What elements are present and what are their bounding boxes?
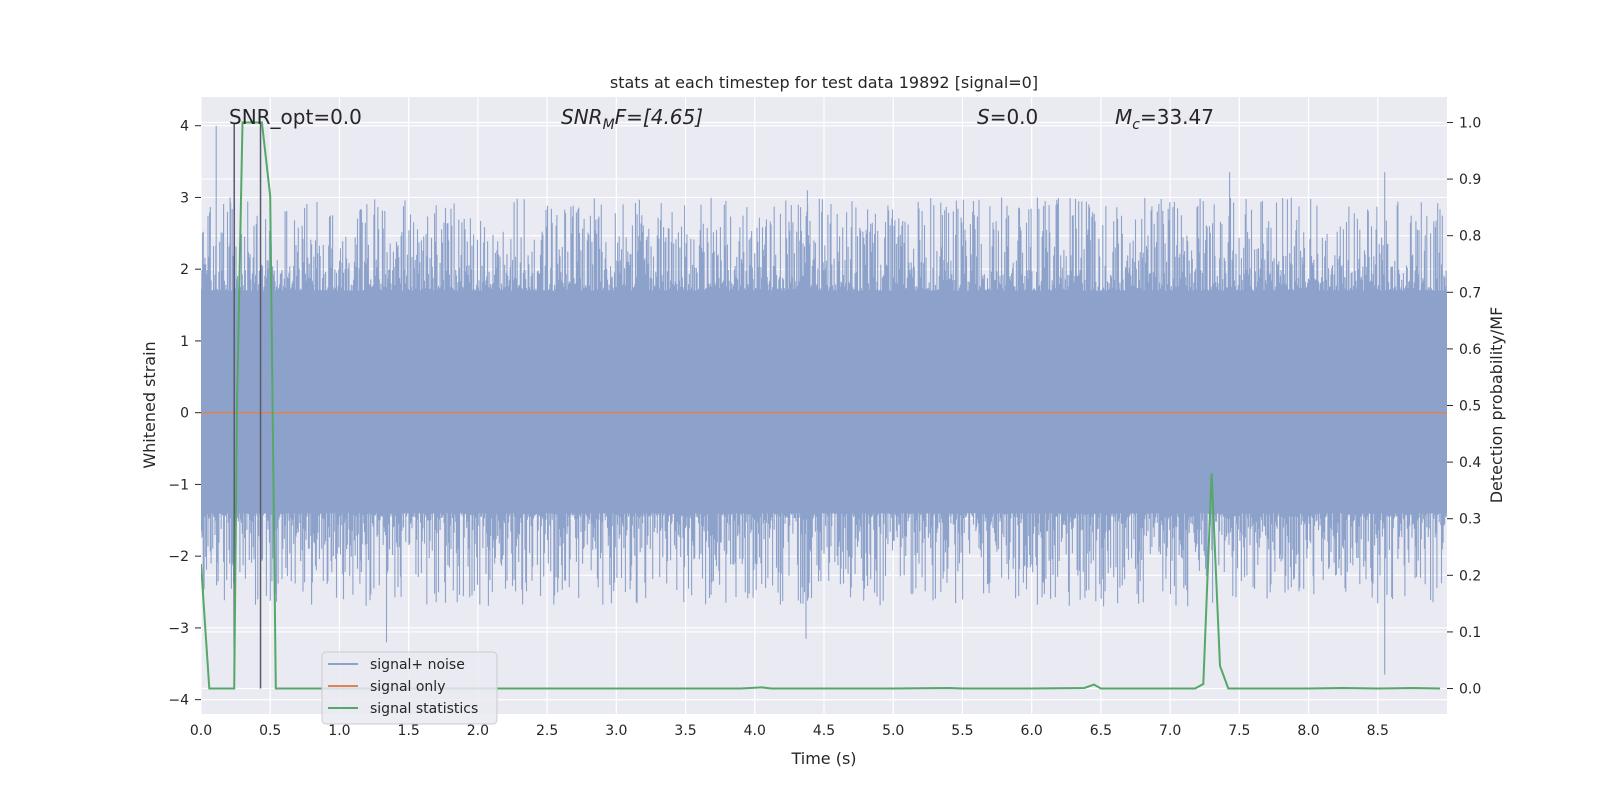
x-tick-label-10: 5.0 [882,723,904,739]
chart-title: stats at each timestep for test data 198… [610,73,1038,92]
x-tick-label-12: 6.0 [1021,723,1043,739]
y-left-tick-label-7: −3 [168,621,189,637]
x-tick-label-13: 6.5 [1090,723,1112,739]
annotation-snr-mf-subscript: M [603,117,615,133]
y-right-tick-label-0: 1.0 [1459,115,1481,131]
x-tick-label-0: 0.0 [190,723,212,739]
y-right-tick-label-1: 0.9 [1459,172,1481,188]
x-tick-label-4: 2.0 [467,723,489,739]
legend: signal+ noise signal only signal statist… [321,651,498,725]
y-right-tick-label-3: 0.7 [1459,285,1481,301]
y-right-axis-ticks: 1.0 0.9 0.8 0.7 0.6 0.5 0.4 0.3 0.2 0.1 0.0 [1447,115,1481,698]
x-tick-label-7: 3.5 [674,723,696,739]
annotation-s: S=0.0 [977,105,1038,129]
y-left-tick-label-0: 4 [180,119,189,135]
x-tick-label-8: 4.0 [744,723,766,739]
annotation-snr-mf: SNRMF=[4.65] [561,105,703,133]
x-tick-label-11: 5.5 [951,723,973,739]
y-right-tick-label-2: 0.8 [1459,229,1481,245]
y-right-tick-label-5: 0.5 [1459,399,1481,415]
signal-noise-series [201,125,1447,675]
y-left-tick-label-1: 3 [180,190,189,206]
annotation-snr-mf-symbol: SNR [561,105,603,129]
y-right-tick-label-7: 0.3 [1459,512,1481,528]
x-tick-label-2: 1.0 [328,723,350,739]
x-axis-ticks: 0.0 0.5 1.0 1.5 2.0 2.5 3.0 3.5 4.0 4.5 5.0 5.5 6.0 6… [190,723,1389,739]
annotation-snr-mf-rest: F=[4.65] [615,105,703,129]
annotation-s-symbol: S [977,105,990,129]
y-right-tick-label-4: 0.6 [1459,342,1481,358]
x-tick-label-17: 8.5 [1367,723,1389,739]
annotation-s-rest: =0.0 [990,105,1039,129]
y-left-tick-label-4: 0 [180,406,189,422]
legend-label-signal-noise: signal+ noise [370,657,465,673]
x-tick-label-14: 7.0 [1159,723,1181,739]
annotation-mc-subscript: c [1132,117,1140,133]
y-left-tick-label-5: −1 [168,477,189,493]
x-tick-label-3: 1.5 [398,723,420,739]
x-tick-label-16: 8.0 [1297,723,1319,739]
y-right-tick-label-8: 0.2 [1459,568,1481,584]
y-right-axis-label: Detection probability/MF [1487,307,1506,504]
y-left-tick-label-6: −2 [168,549,189,565]
x-tick-label-15: 7.5 [1228,723,1250,739]
signal-statistics-line [201,121,1441,690]
x-tick-label-6: 3.0 [605,723,627,739]
x-tick-label-9: 4.5 [813,723,835,739]
y-right-tick-label-10: 0.0 [1459,682,1481,698]
y-left-axis-ticks: 4 3 2 1 0 −1 −2 −3 −4 [168,119,201,709]
x-tick-label-5: 2.5 [536,723,558,739]
annotation-mc: Mc=33.47 [1115,105,1214,133]
annotation-mc-rest: =33.47 [1140,105,1214,129]
y-right-tick-label-9: 0.1 [1459,625,1481,641]
legend-label-signal-only: signal only [370,679,445,695]
annotation-mc-symbol: M [1115,105,1132,129]
x-tick-label-1: 0.5 [259,723,281,739]
noise-trace [201,125,1447,675]
y-left-tick-label-2: 2 [180,262,189,278]
signal-statistics-series [201,121,1441,690]
annotation-snr-opt: SNR_opt=0.0 [229,105,362,129]
y-left-tick-label-8: −4 [168,693,189,709]
x-axis-label: Time (s) [790,749,856,768]
y-left-axis-label: Whitened strain [140,341,159,468]
legend-label-signal-statistics: signal statistics [370,701,478,717]
legend-frame [321,651,498,725]
y-left-tick-label-3: 1 [180,334,189,350]
y-right-tick-label-6: 0.4 [1459,455,1481,471]
